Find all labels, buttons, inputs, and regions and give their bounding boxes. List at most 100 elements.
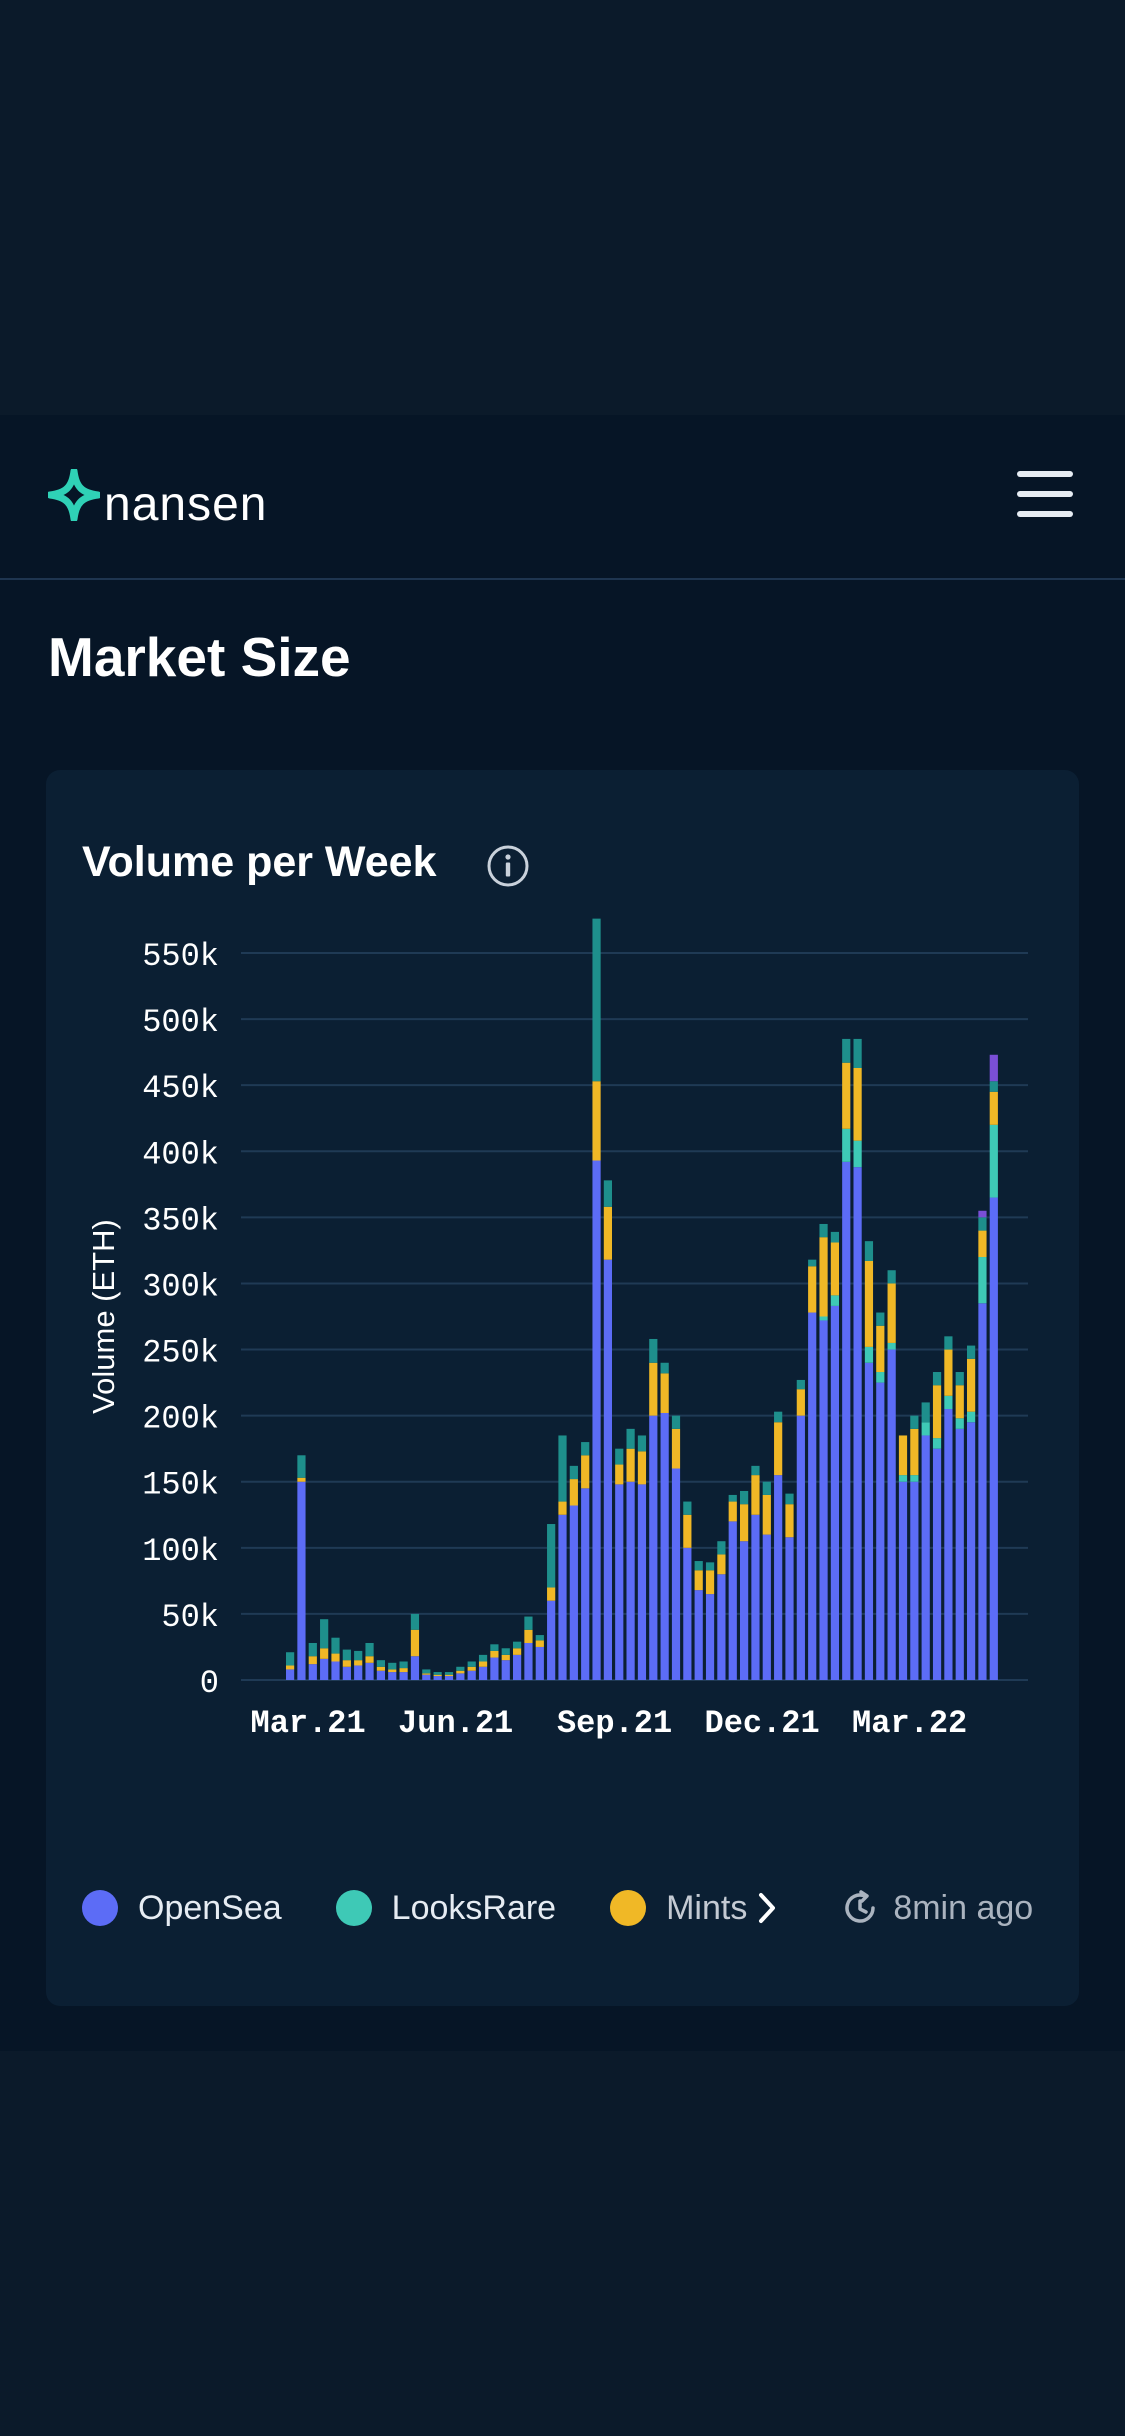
nansen-logo-icon — [48, 469, 100, 521]
bar-segment-looksrare — [932, 1438, 942, 1449]
bar-segment-other — [705, 1562, 715, 1571]
bar-segment-other — [932, 1372, 942, 1386]
bar-segment-other — [660, 1362, 669, 1374]
bar-segment-other — [830, 1231, 839, 1243]
bar-segment-other — [796, 1379, 805, 1390]
bar-segment-mints — [660, 1373, 669, 1413]
bar-segment-mints — [547, 1587, 556, 1601]
bar-segment-other — [297, 1455, 306, 1478]
page-title: Market Size — [48, 626, 351, 688]
bar-segment-other — [615, 1448, 624, 1465]
bar-segment-other — [808, 1259, 817, 1267]
bar-segment-other — [978, 1217, 987, 1231]
bar-segment-mints — [592, 1081, 601, 1161]
mints-dot-icon — [610, 1890, 647, 1926]
bar-segment-other — [388, 1662, 397, 1670]
updated-text: 8min ago — [893, 1888, 1034, 1927]
bar-segment-mints — [683, 1514, 692, 1548]
bar-segment-opensea — [331, 1661, 340, 1680]
legend-label: OpenSea — [138, 1888, 282, 1927]
bar-segment-mints — [989, 1091, 998, 1125]
bar-segment-other — [671, 1415, 681, 1429]
bar-segment-opensea — [354, 1665, 363, 1680]
bar-segment-opensea — [535, 1646, 544, 1680]
bar-segment-mints — [728, 1501, 737, 1522]
bar-segment-opensea — [762, 1534, 771, 1680]
bar-segment-opensea — [932, 1448, 942, 1680]
bar-segment-mints — [342, 1660, 351, 1667]
bar-segment-mints — [887, 1283, 896, 1343]
bar-segment-opensea — [910, 1481, 919, 1680]
bar-segment-opensea — [694, 1590, 703, 1680]
brand-name: nansen — [104, 477, 268, 531]
bar-segment-other — [558, 1435, 567, 1502]
hamburger-menu-icon[interactable] — [1017, 471, 1073, 517]
bar-segment-opensea — [785, 1537, 794, 1680]
bar-segment-other — [547, 1524, 556, 1588]
bar-segment-other — [762, 1481, 771, 1495]
bar-segment-other — [444, 1672, 454, 1675]
bar-segment-other — [819, 1223, 828, 1238]
bar-segment-opensea — [830, 1305, 839, 1680]
legend-item-mints[interactable]: Mints — [610, 1889, 747, 1928]
volume-chart-card: 0 50k 100k 150k 200k 250k 300k 350k 400k 450k 500k… — [46, 770, 1079, 2006]
bar-segment-opensea — [740, 1541, 749, 1680]
bar-segment-mints — [808, 1266, 817, 1313]
bar-segment-other — [683, 1501, 692, 1515]
info-icon[interactable] — [486, 844, 530, 888]
bar-segment-opensea — [774, 1475, 783, 1680]
bar-segment-other — [524, 1616, 533, 1630]
bar-segment-mints — [649, 1362, 658, 1416]
bar-segment-opensea — [819, 1320, 828, 1680]
bar-segment-other — [603, 1180, 612, 1207]
bar-segment-other — [354, 1650, 363, 1661]
bar-segment-opensea — [558, 1514, 567, 1680]
bar-segment-other — [331, 1637, 340, 1654]
bar-segment-mints — [876, 1325, 885, 1373]
nansen-logo[interactable]: nansen — [48, 455, 267, 535]
bar-segment-opensea — [444, 1676, 454, 1680]
bar-segment-opensea — [478, 1666, 488, 1680]
bar-segment-mints — [524, 1629, 533, 1643]
bar-segment-other — [842, 1038, 851, 1063]
bar-segment-opensea — [467, 1670, 476, 1680]
bar-segment-opensea — [376, 1670, 385, 1680]
bar-segment-opensea — [603, 1259, 612, 1680]
bar-segment-opensea — [433, 1676, 442, 1680]
x-tick-label: Mar.21 — [250, 1705, 365, 1742]
bar-segment-mints — [615, 1464, 624, 1485]
bar-segment-mints — [898, 1435, 908, 1476]
legend-next-button[interactable] — [757, 1891, 777, 1925]
bar-segment-looksrare — [921, 1422, 930, 1436]
bar-segment-looksrare — [887, 1342, 896, 1350]
bar-segment-opensea — [615, 1484, 624, 1680]
bar-segment-opensea — [671, 1468, 681, 1680]
bar-segment-other — [853, 1038, 862, 1068]
bar-segment-opensea — [887, 1349, 896, 1680]
bar-segment-other — [785, 1493, 794, 1505]
bar-segment-opensea — [853, 1167, 862, 1680]
bar-segment-looksrare — [864, 1346, 874, 1363]
bar-segment-mints — [910, 1428, 919, 1476]
bar-segment-opensea — [422, 1674, 431, 1680]
bar-segment-mints — [297, 1477, 306, 1482]
legend-item-looksrare[interactable]: LooksRare — [335, 1889, 556, 1928]
bar-segment-looksrare — [853, 1140, 862, 1168]
y-tick-label: 150k — [142, 1467, 219, 1504]
bar-segment-other — [467, 1661, 476, 1667]
bar-segment-mints — [955, 1385, 964, 1419]
bar-segment-mints — [569, 1479, 578, 1506]
bar-segment-other — [513, 1641, 522, 1649]
bar-segment-other — [592, 918, 601, 1082]
bar-segment-mints — [286, 1665, 295, 1670]
bar-segment-opensea — [808, 1312, 817, 1680]
legend-item-opensea[interactable]: OpenSea — [82, 1889, 282, 1928]
bar-segment-mints — [705, 1570, 715, 1595]
bar-segment-mints — [740, 1504, 749, 1542]
opensea-dot-icon — [82, 1890, 118, 1926]
bar-segment-other — [569, 1465, 578, 1480]
bar-segment-mints — [774, 1422, 783, 1476]
bar-segment-other — [717, 1541, 726, 1555]
bar-segment-other — [637, 1435, 647, 1452]
bar-segment-mints — [694, 1570, 703, 1591]
